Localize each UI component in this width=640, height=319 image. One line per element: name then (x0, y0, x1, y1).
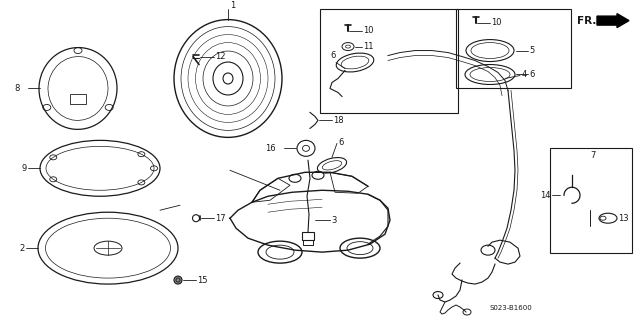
Text: 16: 16 (266, 144, 276, 153)
Text: 2: 2 (20, 244, 25, 253)
FancyArrow shape (597, 14, 629, 28)
Text: S023-B1600: S023-B1600 (490, 305, 532, 311)
Text: 12: 12 (215, 52, 225, 61)
Text: 1: 1 (230, 1, 236, 10)
Text: 11: 11 (363, 42, 374, 51)
Text: FR.: FR. (577, 16, 596, 26)
Bar (320, 9, 458, 114)
Text: 10: 10 (491, 18, 502, 27)
Text: 18: 18 (333, 116, 344, 125)
Bar (302, 232, 314, 240)
Ellipse shape (174, 276, 182, 284)
Text: 6: 6 (331, 51, 336, 60)
Text: 6: 6 (529, 70, 534, 79)
Bar (70, 94, 86, 104)
Text: 6: 6 (338, 138, 344, 147)
Text: 4: 4 (522, 70, 527, 79)
Text: 14: 14 (541, 191, 551, 200)
Text: 7: 7 (590, 151, 595, 160)
Text: 13: 13 (618, 214, 628, 223)
Text: 5: 5 (529, 46, 534, 55)
Text: 15: 15 (197, 276, 207, 285)
Text: 8: 8 (15, 84, 20, 93)
Bar (303, 240, 313, 245)
Text: 17: 17 (215, 214, 226, 223)
Text: 3: 3 (331, 216, 337, 225)
Text: 9: 9 (22, 164, 27, 173)
Text: 10: 10 (363, 26, 374, 35)
Bar (550, 148, 632, 253)
Bar (456, 9, 571, 88)
